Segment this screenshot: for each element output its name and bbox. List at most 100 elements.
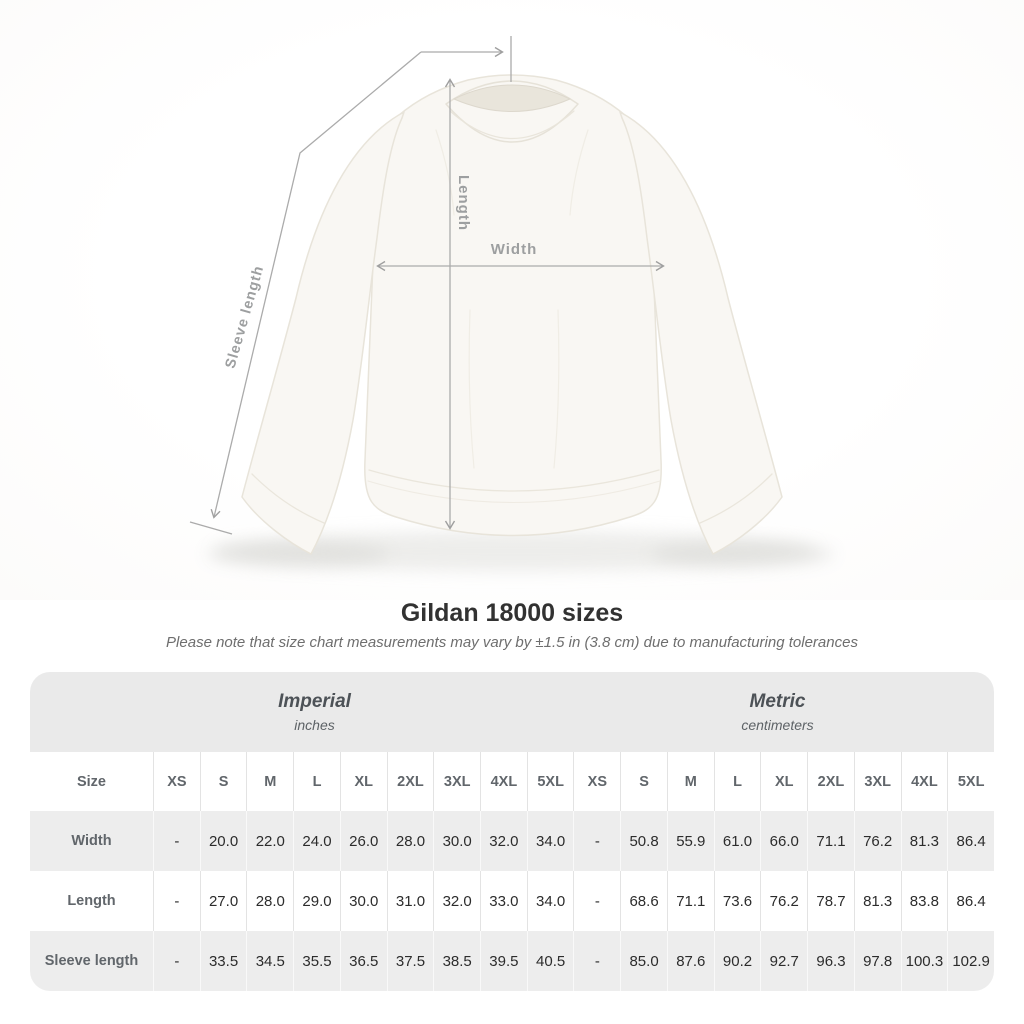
size-column-header: 2XL (807, 752, 854, 811)
size-column-header: M (666, 752, 714, 811)
size-column-header: XL (760, 752, 807, 811)
measurement-cell: 33.5 (199, 931, 247, 991)
sleeve-length-line (210, 51, 422, 519)
size-column-header: 3XL (853, 752, 901, 811)
right-cuff-seam (699, 473, 773, 524)
measurement-cell: 61.0 (713, 811, 761, 871)
size-column-header: 4XL (900, 752, 948, 811)
measurement-cell: 55.9 (666, 811, 714, 871)
measurement-cell: 97.8 (853, 931, 901, 991)
size-column-header: S (620, 752, 667, 811)
size-column-header: XS (153, 752, 200, 811)
size-header-row: Size XS S M L XL 2XL 3XL 4XL 5XL XS S M … (30, 752, 994, 811)
measurement-cell: 86.4 (947, 811, 994, 871)
measurement-cell: 83.8 (900, 871, 948, 931)
measurement-cell: 76.2 (760, 871, 807, 931)
measurement-cell: 86.4 (947, 871, 994, 931)
row-label: Sleeve length (44, 953, 139, 969)
measurement-cell: 102.9 (947, 931, 994, 991)
measurement-cell: 34.0 (526, 871, 574, 931)
unit-group-imperial: Imperial inches (30, 672, 573, 752)
measurement-cell: 81.3 (900, 811, 948, 871)
row-label: Width (71, 833, 112, 849)
waistband-seam-2 (367, 480, 661, 504)
measurement-cell: 73.6 (713, 871, 761, 931)
measurement-cell: 32.0 (480, 811, 527, 871)
measurement-cell: 71.1 (807, 811, 854, 871)
size-column-header: 5XL (947, 752, 994, 811)
measurement-cell: 66.0 (760, 811, 807, 871)
tolerance-note: Please note that size chart measurements… (166, 634, 858, 651)
table-row-length: Length - 27.0 28.0 29.0 30.0 31.0 32.0 3… (30, 871, 994, 931)
measurement-cell: 85.0 (620, 931, 667, 991)
row-label: Length (67, 893, 116, 909)
sweatshirt-left-sleeve (241, 111, 405, 555)
size-column-header: XS (573, 752, 620, 811)
measurement-cell: 33.0 (480, 871, 527, 931)
measurement-cell: 92.7 (760, 931, 807, 991)
size-column-header: 3XL (433, 752, 480, 811)
measurement-cell: 68.6 (620, 871, 667, 931)
measurement-cell: 37.5 (386, 931, 434, 991)
measurement-cell: 20.0 (199, 811, 247, 871)
measurement-cell: 24.0 (293, 811, 340, 871)
measurement-cell: 35.5 (293, 931, 340, 991)
measurement-cell: 38.5 (433, 931, 480, 991)
measurement-cell: 36.5 (339, 931, 387, 991)
sweatshirt-body (364, 74, 662, 537)
width-dimension-label: Width (490, 241, 538, 258)
measurement-cell: 100.3 (900, 931, 948, 991)
unit-label-imperial: Imperial (278, 691, 351, 712)
measurement-cell: 34.5 (246, 931, 293, 991)
size-column-header: 5XL (526, 752, 574, 811)
measurement-cell: - (573, 811, 620, 871)
measurement-cell: 22.0 (246, 811, 293, 871)
size-column-header: XL (339, 752, 387, 811)
size-column-header: L (713, 752, 761, 811)
measurement-cell: 30.0 (339, 871, 387, 931)
size-chart-title: Gildan 18000 sizes (400, 599, 624, 627)
product-photo: Length Width Sleeve length (0, 0, 1024, 600)
unit-group-metric: Metric centimeters (573, 672, 994, 752)
measurement-cell: 78.7 (807, 871, 854, 931)
unit-header-band: Imperial inches Metric centimeters (30, 672, 994, 752)
measurement-cell: 50.8 (620, 811, 667, 871)
unit-label-metric: Metric (749, 691, 806, 712)
measurement-cell: 28.0 (386, 811, 434, 871)
measurement-cell: - (153, 931, 200, 991)
measurement-cell: 30.0 (433, 811, 480, 871)
size-column-header: 2XL (386, 752, 434, 811)
measurement-cell: 29.0 (293, 871, 340, 931)
measurement-cell: 39.5 (480, 931, 527, 991)
measurement-cell: - (573, 871, 620, 931)
table-row-sleeve-length: Sleeve length - 33.5 34.5 35.5 36.5 37.5… (30, 931, 994, 991)
measurement-cell: 40.5 (526, 931, 574, 991)
measurement-cell: - (153, 871, 200, 931)
measurement-cell: 26.0 (339, 811, 387, 871)
measurement-cell: 81.3 (853, 871, 901, 931)
measurement-cell: 76.2 (853, 811, 901, 871)
measurement-cell: 71.1 (666, 871, 714, 931)
waistband-seam (368, 469, 660, 492)
size-column-header: L (293, 752, 340, 811)
left-cuff-seam (251, 473, 325, 524)
unit-sublabel-centimeters: centimeters (741, 717, 814, 733)
sweatshirt-right-sleeve (619, 111, 783, 555)
measurement-cell: - (573, 931, 620, 991)
size-column-header: 4XL (480, 752, 527, 811)
collar-stitch (449, 110, 575, 139)
dimension-lines (189, 36, 665, 535)
measurement-cell: 31.0 (386, 871, 434, 931)
corner-label: Size (76, 773, 106, 790)
size-column-header: M (246, 752, 293, 811)
measurement-cell: 32.0 (433, 871, 480, 931)
measurement-cell: 27.0 (199, 871, 247, 931)
unit-sublabel-inches: inches (294, 717, 335, 733)
sweatshirt-diagram (189, 36, 834, 571)
measurement-cell: 34.0 (526, 811, 574, 871)
table-row-width: Width - 20.0 22.0 24.0 26.0 28.0 30.0 32… (30, 811, 994, 871)
collar-opening (453, 84, 571, 112)
measurement-cell: 96.3 (807, 931, 854, 991)
cuff-tick (189, 521, 233, 535)
